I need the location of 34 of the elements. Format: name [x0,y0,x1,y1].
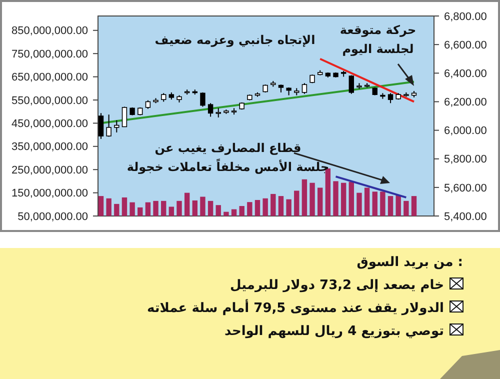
annotation: الإتجاه جانبي وعزمه ضعيف [154,33,316,47]
y2-tick-label: 6,400.00 [444,68,487,80]
text: الدولار يقف عند مستوى 79,5 أمام سلة عملاته [146,299,444,316]
candlestick [302,82,308,94]
y-tick-label: 650,000,000.00 [12,72,88,84]
y-tick-label: 50,000,000.00 [18,210,88,223]
y-tick-label: 350,000,000.00 [12,141,88,154]
y2-tick-label: 5,600.00 [444,182,487,194]
annotation: حركة متوقعة لجلسة اليوم [340,23,416,56]
candlestick [216,108,221,118]
y2-tick-label: 6,600.00 [444,39,487,52]
y-tick-label: 150,000,000.00 [12,188,88,200]
text: خام يصعد إلى 73,2 دولار للبرميل [230,278,444,293]
y-tick-label: 550,000,000.00 [12,94,88,107]
y-tick-label: 450,000,000.00 [12,118,88,130]
y2-tick-label: 6,200.00 [444,96,487,109]
candlestick [122,106,128,128]
candlestick [98,112,104,140]
text: من بريد السوق : [356,255,463,270]
candlestick [348,74,354,94]
y-tick-label: 850,000,000.00 [12,25,88,38]
y2-tick-label: 6,000.00 [444,125,487,138]
candlestick [106,114,112,138]
y2-tick-label: 5,800.00 [444,154,487,166]
candlestick [208,102,214,118]
candlestick [200,92,206,108]
y-tick-label: 750,000,000.00 [12,48,88,60]
candlestick [114,120,120,133]
candlestick [388,92,394,104]
y2-tick-label: 6,800.00 [444,10,487,23]
y-tick-label: 250,000,000.00 [12,164,88,176]
text: توصي بتوزيع 4 ريال للسهم الواحد [224,324,444,339]
y2-tick-label: 5,400.00 [444,210,487,223]
annotation: قطاع المصارف يغيب عن جلسة الأمس مخلفاً تعاملات خجولة [126,141,330,174]
